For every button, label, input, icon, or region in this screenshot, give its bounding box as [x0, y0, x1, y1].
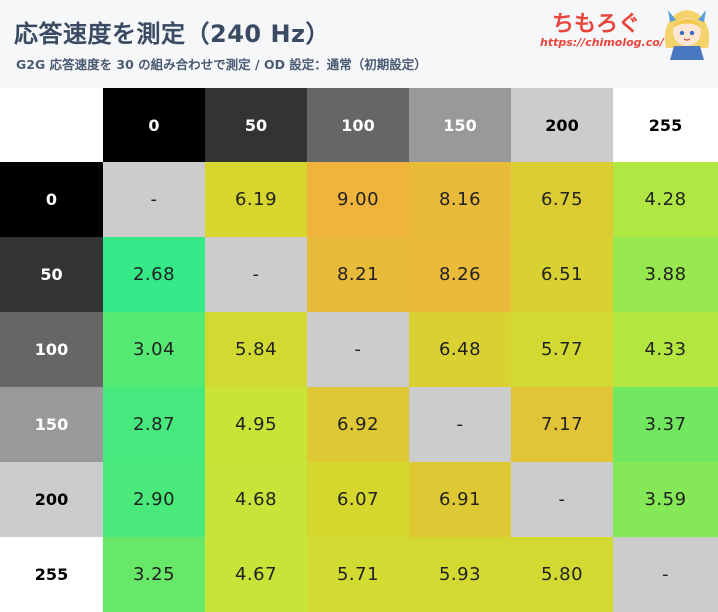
heatmap-cell-150-to-50: 4.95: [205, 387, 307, 462]
heatmap-cell-150-to-0: 2.87: [103, 387, 205, 462]
column-header-0: 0: [103, 88, 205, 162]
column-header-100: 100: [307, 88, 409, 162]
row-header-255: 255: [0, 537, 103, 612]
brand-logo-text: ちもろぐ: [552, 12, 641, 37]
heatmap-grid: 0 50 100 150 200 255 0-6.19 9.00 8.16 6.75 4.28 50 2…: [0, 88, 718, 612]
chart-header: 応答速度を測定（240 Hz） G2G 応答速度を 30 の組み合わせで測定 /…: [0, 0, 718, 88]
heatmap-cell-0-to-0: -: [103, 162, 205, 237]
heatmap-cell-0-to-255: 4.28: [613, 162, 718, 237]
heatmap-cell-255-to-0: 3.25: [103, 537, 205, 612]
heatmap-cell-200-to-255: 3.59: [613, 462, 718, 537]
heatmap-cell-200-to-100: 6.07: [307, 462, 409, 537]
heatmap-cell-100-to-150: 6.48: [409, 312, 511, 387]
heatmap-cell-200-to-150: 6.91: [409, 462, 511, 537]
row-header-0: 0: [0, 162, 103, 237]
heatmap-cell-50-to-50: -: [205, 237, 307, 312]
heatmap-cell-0-to-50: 6.19: [205, 162, 307, 237]
heatmap-cell-100-to-100: -: [307, 312, 409, 387]
heatmap-cell-100-to-200: 5.77: [511, 312, 613, 387]
heatmap-cell-200-to-50: 4.68: [205, 462, 307, 537]
heatmap-cell-50-to-100: 8.21: [307, 237, 409, 312]
column-header-255: 255: [613, 88, 718, 162]
heatmap-cell-100-to-50: 5.84: [205, 312, 307, 387]
heatmap-cell-0-to-150: 8.16: [409, 162, 511, 237]
heatmap-cell-50-to-255: 3.88: [613, 237, 718, 312]
heatmap-cell-0-to-100: 9.00: [307, 162, 409, 237]
heatmap-cell-255-to-50: 4.67: [205, 537, 307, 612]
heatmap-cell-150-to-200: 7.17: [511, 387, 613, 462]
heatmap-cell-100-to-255: 4.33: [613, 312, 718, 387]
heatmap-cell-255-to-100: 5.71: [307, 537, 409, 612]
mascot-girl-icon: [664, 10, 710, 60]
column-header-50: 50: [205, 88, 307, 162]
heatmap-cell-100-to-0: 3.04: [103, 312, 205, 387]
corner-cell: [0, 88, 103, 162]
heatmap-cell-255-to-150: 5.93: [409, 537, 511, 612]
heatmap-cell-200-to-200: -: [511, 462, 613, 537]
heatmap-cell-50-to-150: 8.26: [409, 237, 511, 312]
heatmap-cell-255-to-255: -: [613, 537, 718, 612]
brand-url: https://chimolog.co/: [540, 36, 664, 49]
column-header-150: 150: [409, 88, 511, 162]
heatmap-cell-50-to-0: 2.68: [103, 237, 205, 312]
heatmap-cell-150-to-255: 3.37: [613, 387, 718, 462]
heatmap-cell-150-to-150: -: [409, 387, 511, 462]
row-header-200: 200: [0, 462, 103, 537]
heatmap-cell-0-to-200: 6.75: [511, 162, 613, 237]
row-header-50: 50: [0, 237, 103, 312]
heatmap-cell-150-to-100: 6.92: [307, 387, 409, 462]
heatmap-cell-50-to-200: 6.51: [511, 237, 613, 312]
heatmap-cell-200-to-0: 2.90: [103, 462, 205, 537]
chart-title: 応答速度を測定（240 Hz）: [14, 20, 331, 48]
heatmap-cell-255-to-200: 5.80: [511, 537, 613, 612]
chart-subtitle: G2G 応答速度を 30 の組み合わせで測定 / OD 設定：通常（初期設定）: [16, 57, 427, 72]
column-header-200: 200: [511, 88, 613, 162]
row-header-100: 100: [0, 312, 103, 387]
row-header-150: 150: [0, 387, 103, 462]
